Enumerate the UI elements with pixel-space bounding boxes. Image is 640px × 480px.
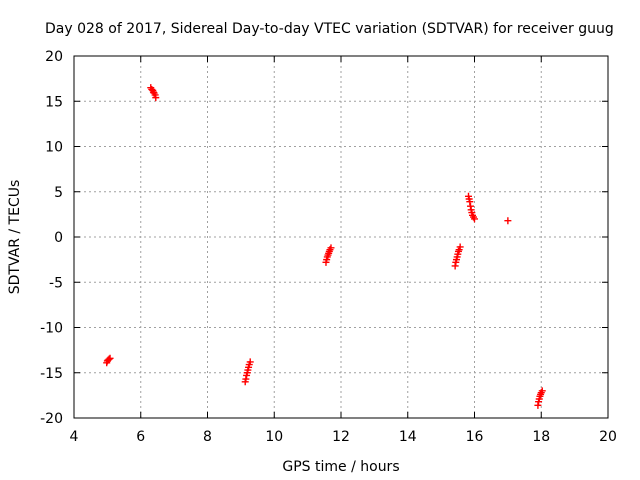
data-point [504, 217, 512, 225]
data-point [246, 358, 254, 366]
y-tick-label: 20 [45, 49, 63, 65]
data-point [152, 94, 160, 102]
y-tick-label: -20 [40, 411, 63, 427]
data-point [106, 354, 114, 362]
y-tick-label: -5 [49, 275, 63, 291]
y-tick-label: -10 [40, 321, 63, 337]
x-axis-label: GPS time / hours [282, 459, 399, 475]
x-tick-label: 18 [532, 429, 550, 445]
x-tick-label: 16 [466, 429, 484, 445]
y-tick-label: 10 [45, 140, 63, 156]
y-axis-label: SDTVAR / TECUs [7, 180, 23, 295]
data-point [456, 243, 464, 251]
x-tick-label: 6 [136, 429, 145, 445]
x-tick-label: 20 [599, 429, 617, 445]
data-points [103, 84, 546, 409]
x-tick-label: 10 [265, 429, 283, 445]
y-tick-label: -15 [40, 366, 63, 382]
x-tick-label: 14 [399, 429, 417, 445]
data-point [471, 215, 478, 223]
data-point [327, 244, 335, 252]
y-tick-label: 15 [45, 94, 63, 110]
chart-title: Day 028 of 2017, Sidereal Day-to-day VTE… [45, 21, 614, 37]
x-tick-label: 8 [203, 429, 212, 445]
y-tick-label: 5 [54, 185, 63, 201]
grid-lines [74, 56, 608, 418]
y-tick-label: 0 [54, 230, 63, 246]
x-tick-label: 12 [332, 429, 350, 445]
axis-ticks: 4 6 8 10 12 14 16 18 20 -20 -15 -10 -5 0 5 10 15 20 [40, 49, 617, 445]
data-point [538, 387, 546, 395]
data-point [105, 355, 113, 363]
x-tick-label: 4 [70, 429, 79, 445]
